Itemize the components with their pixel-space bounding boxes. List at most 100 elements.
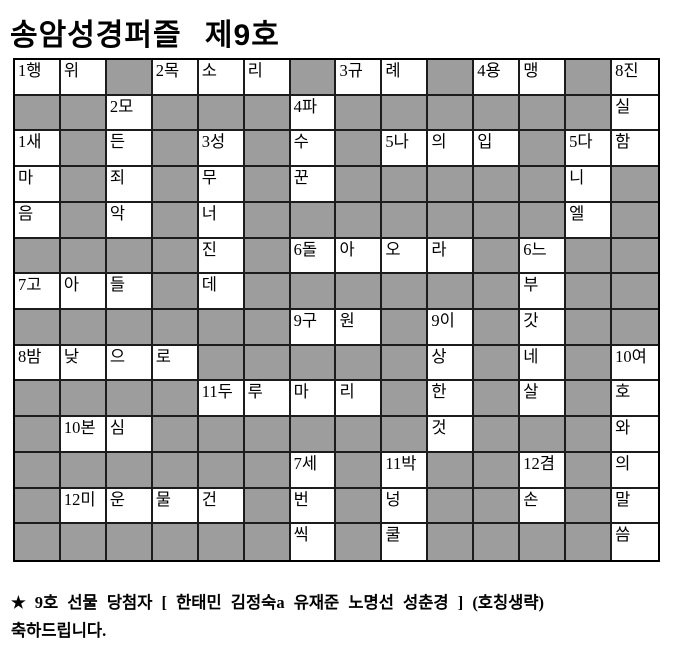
puzzle-cell: 무 — [198, 167, 245, 203]
blocked-cell — [566, 60, 613, 96]
blocked-cell — [290, 345, 337, 382]
blocked-cell — [244, 167, 291, 203]
blocked-cell — [428, 95, 475, 132]
blocked-cell — [382, 274, 429, 310]
blocked-cell — [382, 202, 429, 239]
blocked-cell — [15, 452, 61, 489]
blocked-cell — [428, 167, 475, 203]
blocked-cell — [474, 452, 521, 489]
puzzle-cell: 11두 — [198, 381, 245, 418]
puzzle-cell: 7세 — [290, 452, 337, 489]
blocked-cell — [152, 381, 199, 418]
blocked-cell — [198, 417, 245, 453]
blocked-cell — [336, 167, 383, 203]
puzzle-cell: 마 — [290, 381, 337, 418]
blocked-cell — [336, 95, 383, 132]
blocked-cell — [106, 381, 153, 418]
puzzle-cell: 8진 — [612, 60, 658, 96]
blocked-cell — [520, 202, 567, 239]
puzzle-cell: 1새 — [15, 131, 61, 168]
puzzle-cell: 3규 — [336, 60, 383, 96]
blocked-cell — [612, 274, 658, 310]
blocked-cell — [60, 310, 107, 346]
blocked-cell — [198, 452, 245, 489]
blocked-cell — [152, 524, 199, 560]
blocked-cell — [60, 381, 107, 418]
puzzle-cell: 엘 — [566, 202, 613, 239]
puzzle-cell: 4용 — [474, 60, 521, 96]
puzzle-cell: 심 — [106, 417, 153, 453]
blocked-cell — [382, 345, 429, 382]
blocked-cell — [336, 202, 383, 239]
puzzle-cell: 호 — [612, 381, 658, 418]
blocked-cell — [60, 238, 107, 275]
blocked-cell — [15, 238, 61, 275]
puzzle-cell: 한 — [428, 381, 475, 418]
blocked-cell — [244, 131, 291, 168]
blocked-cell — [152, 417, 199, 453]
puzzle-cell: 마 — [15, 167, 61, 203]
puzzle-cell: 11박 — [382, 452, 429, 489]
blocked-cell — [106, 452, 153, 489]
blocked-cell — [244, 452, 291, 489]
puzzle-cell: 5다 — [566, 131, 613, 168]
puzzle-cell: 으 — [106, 345, 153, 382]
puzzle-cell: 10본 — [60, 417, 107, 453]
blocked-cell — [106, 60, 153, 96]
blocked-cell — [428, 452, 475, 489]
blocked-cell — [612, 238, 658, 275]
blocked-cell — [152, 202, 199, 239]
blocked-cell — [336, 345, 383, 382]
blocked-cell — [382, 310, 429, 346]
blocked-cell — [244, 345, 291, 382]
blocked-cell — [566, 524, 613, 560]
blocked-cell — [290, 274, 337, 310]
puzzle-cell: 위 — [60, 60, 107, 96]
puzzle-cell: 12미 — [60, 488, 107, 525]
blocked-cell — [474, 524, 521, 560]
blocked-cell — [612, 310, 658, 346]
puzzle-cell: 건 — [198, 488, 245, 525]
puzzle-cell: 12겸 — [520, 452, 567, 489]
puzzle-cell: 2목 — [152, 60, 199, 96]
blocked-cell — [612, 167, 658, 203]
blocked-cell — [60, 95, 107, 132]
blocked-cell — [244, 202, 291, 239]
puzzle-cell: 리 — [336, 381, 383, 418]
puzzle-cell: 진 — [198, 238, 245, 275]
puzzle-cell: 의 — [612, 453, 658, 489]
puzzle-cell: 씀 — [615, 525, 631, 545]
puzzle-cell: 니 — [566, 167, 613, 203]
blocked-cell — [198, 310, 245, 346]
puzzle-cell: 상 — [428, 345, 475, 382]
blocked-cell — [474, 95, 521, 132]
blocked-cell — [244, 417, 291, 453]
puzzle-cell: 리 — [244, 60, 291, 96]
blocked-cell — [15, 95, 61, 132]
blocked-cell — [244, 95, 291, 132]
blocked-cell — [60, 202, 107, 239]
blocked-cell — [244, 274, 291, 310]
puzzle-cell: 번 — [290, 488, 337, 525]
puzzle-cell: 죄 — [106, 167, 153, 203]
blocked-cell — [60, 131, 107, 168]
blocked-cell — [382, 417, 429, 453]
blocked-cell — [106, 310, 153, 346]
puzzle-cell: 말 — [612, 489, 658, 525]
blocked-cell — [382, 381, 429, 418]
winners-line: ★ 9호 선물 당첨자 [ 한태민 김정숙a 유재준 노명선 성춘경 ] (호칭생… — [11, 589, 671, 617]
blocked-cell — [474, 167, 521, 203]
blocked-cell — [290, 417, 337, 453]
puzzle-cell: 운 — [106, 488, 153, 525]
blocked-cell — [336, 417, 383, 453]
puzzle-cell: 소 — [198, 60, 245, 96]
puzzle-cell: 꾼 — [290, 167, 337, 203]
blocked-cell — [152, 310, 199, 346]
congrats-line: 축하드립니다. — [11, 621, 107, 640]
puzzle-cell: 의 — [428, 131, 475, 168]
puzzle-cell: 1행 — [15, 60, 61, 96]
blocked-cell — [152, 95, 199, 132]
blocked-cell — [106, 238, 153, 275]
puzzle-cell: 아 — [60, 274, 107, 310]
puzzle-cell: 입 — [474, 131, 521, 168]
